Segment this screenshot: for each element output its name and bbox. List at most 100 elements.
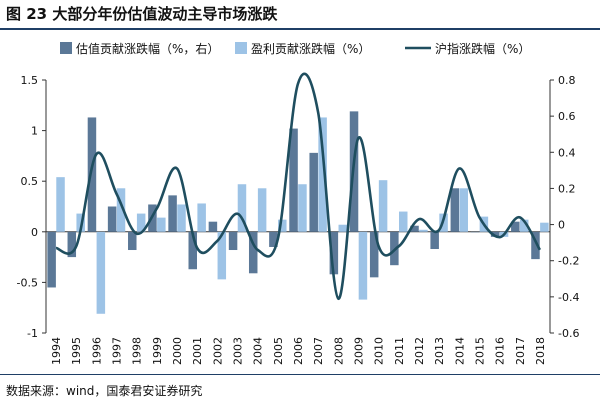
earnings-bar — [56, 177, 65, 232]
x-tick-label: 2001 — [191, 337, 204, 365]
earnings-bar — [278, 219, 287, 232]
source-note: 数据来源：wind，国泰君安证券研究 — [6, 384, 203, 398]
x-tick-label: 1999 — [151, 337, 164, 365]
legend-item-1: 估值贡献涨跌幅（%，右） — [60, 41, 219, 56]
x-tick-label: 2015 — [473, 337, 486, 365]
earnings-bar — [257, 188, 267, 232]
x-tick-label: 2010 — [373, 337, 386, 365]
right-tick-label: -0.6 — [558, 327, 579, 340]
index-return-line — [55, 72, 542, 300]
valuation-bar — [128, 231, 137, 251]
left-tick-label: 0 — [31, 226, 38, 239]
right-tick-label: -0.2 — [558, 255, 579, 268]
x-tick-label: 2013 — [433, 337, 446, 365]
valuation-bar — [269, 231, 278, 247]
earnings-bar — [237, 184, 247, 232]
valuation-bar — [208, 221, 218, 232]
x-tick-label: 2016 — [494, 337, 507, 365]
axes: -1 -0.5 0 0.5 1 1.5 -0.6 -0.4 -0.2 0 0.2 0.4 0.6 0.8 1… — [17, 74, 580, 365]
right-tick-label: 0.2 — [558, 182, 576, 195]
earnings-bar — [540, 222, 549, 232]
valuation-bar — [228, 231, 238, 251]
left-tick-label: -0.5 — [17, 276, 38, 289]
left-tick-label: -1 — [27, 327, 38, 340]
valuation-bar — [188, 231, 197, 270]
x-tick-label: 1997 — [111, 337, 124, 365]
right-tick-label: -0.4 — [558, 291, 579, 304]
valuation-bar — [87, 117, 97, 232]
x-tick-label: 1994 — [50, 337, 63, 365]
x-tick-label: 2007 — [312, 337, 325, 365]
valuation-bar — [289, 128, 298, 232]
valuation-bar — [107, 206, 117, 232]
right-tick-label: 0 — [558, 219, 565, 232]
legend-swatch — [235, 42, 247, 54]
left-tick-label: 1.5 — [21, 74, 39, 87]
legend-label: 盈利贡献涨跌幅（%） — [251, 41, 370, 56]
left-tick-label: 1 — [31, 125, 38, 138]
right-tick-label: 0.4 — [558, 146, 576, 159]
earnings-bar — [298, 184, 307, 232]
earnings-bar — [157, 217, 166, 232]
valuation-bar — [67, 231, 77, 258]
x-tick-label: 1995 — [70, 337, 83, 365]
x-tick-label: 2017 — [514, 337, 527, 365]
x-tick-label: 1996 — [90, 337, 103, 365]
earnings-bar — [459, 188, 468, 232]
valuation-bar — [47, 231, 56, 288]
legend-item-3: 沪指涨跌幅（%） — [405, 41, 530, 56]
x-tick-label: 1998 — [131, 337, 144, 365]
x-tick-label: 2014 — [453, 337, 466, 365]
legend-label: 估值贡献涨跌幅（%，右） — [76, 41, 219, 56]
valuation-bar — [470, 231, 480, 233]
x-tick-label: 2005 — [272, 337, 285, 365]
valuation-bar — [329, 231, 339, 275]
x-tick-label: 2000 — [171, 337, 184, 365]
earnings-bar — [217, 231, 227, 280]
valuation-bar — [531, 231, 540, 260]
valuation-bar — [309, 152, 318, 232]
right-tick-label: 0.6 — [558, 110, 576, 123]
bars — [47, 111, 549, 314]
valuation-bar — [511, 221, 520, 232]
earnings-bar — [318, 117, 327, 232]
earnings-bar — [177, 204, 186, 232]
valuation-bar — [248, 231, 258, 274]
earnings-bar — [116, 188, 126, 232]
earnings-bar — [378, 180, 388, 232]
valuation-bar — [450, 188, 460, 232]
x-tick-label: 2012 — [413, 337, 426, 365]
legend-item-2: 盈利贡献涨跌幅（%） — [235, 41, 370, 56]
earnings-bar — [96, 231, 106, 314]
earnings-bar — [197, 203, 206, 232]
x-tick-label: 2006 — [292, 337, 305, 365]
x-tick-label: 2004 — [252, 337, 265, 365]
valuation-bar — [430, 231, 439, 250]
earnings-bar — [358, 231, 368, 300]
earnings-bar — [399, 211, 408, 232]
valuation-bar — [410, 225, 419, 232]
left-tick-label: 0.5 — [21, 175, 39, 188]
x-tick-label: 2003 — [232, 337, 245, 365]
earnings-bar — [136, 213, 146, 232]
earnings-bar — [338, 224, 348, 232]
valuation-bar — [168, 195, 177, 232]
x-tick-label: 2002 — [211, 337, 224, 365]
footer-divider — [0, 374, 600, 375]
chart: 估值贡献涨跌幅（%，右） 盈利贡献涨跌幅（%） 沪指涨跌幅（%） -1 -0.5 0 0.… — [17, 41, 580, 365]
x-tick-label: 2018 — [534, 337, 547, 365]
valuation-bar — [490, 231, 500, 237]
legend: 估值贡献涨跌幅（%，右） 盈利贡献涨跌幅（%） 沪指涨跌幅（%） — [60, 41, 530, 56]
title-bar: 图 23 大部分年份估值波动主导市场涨跌 — [0, 0, 600, 30]
earnings-bar — [419, 229, 428, 232]
earnings-bar — [519, 219, 529, 232]
legend-label: 沪指涨跌幅（%） — [435, 41, 530, 56]
right-tick-label: 0.8 — [558, 74, 576, 87]
figure-title: 图 23 大部分年份估值波动主导市场涨跌 — [6, 5, 278, 23]
x-tick-label: 2009 — [352, 337, 365, 365]
x-tick-label: 2008 — [332, 337, 345, 365]
valuation-bar — [369, 231, 379, 278]
legend-swatch — [60, 42, 72, 54]
x-tick-label: 2011 — [393, 337, 406, 365]
line-series — [55, 72, 542, 300]
